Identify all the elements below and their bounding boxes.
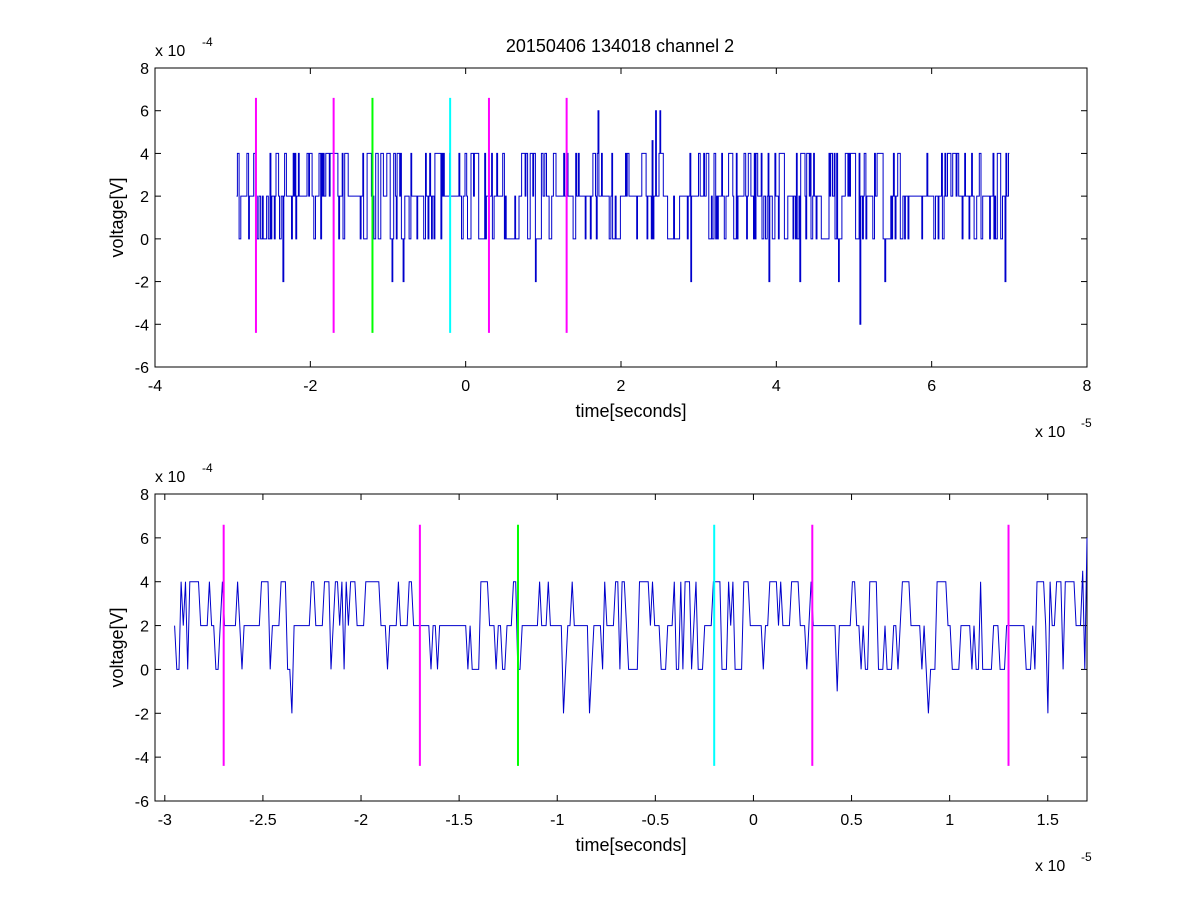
y-tick-label: -6	[135, 794, 149, 811]
x-tick-label: 8	[1083, 378, 1092, 395]
y-scale-exponent: -4	[202, 35, 213, 49]
x-scale-exponent: -5	[1081, 416, 1092, 430]
y-scale-exponent: -4	[202, 461, 213, 475]
y-axis-label: voltage[V]	[107, 607, 127, 687]
x-tick-label: -0.5	[642, 812, 670, 829]
x-scale-exponent: -5	[1081, 850, 1092, 864]
x-tick-label: -3	[158, 812, 172, 829]
x-tick-label: -2	[303, 378, 317, 395]
x-tick-label: 2	[617, 378, 626, 395]
y-scale-factor: x 10	[155, 469, 185, 486]
signal-trace	[174, 537, 1088, 714]
y-tick-label: -4	[135, 750, 149, 767]
y-tick-label: 8	[140, 487, 149, 504]
figure-title: 20150406 134018 channel 2	[506, 36, 734, 56]
y-tick-label: -4	[135, 317, 149, 334]
x-tick-label: 1	[945, 812, 954, 829]
y-tick-label: 4	[140, 146, 149, 163]
x-tick-label: 0	[749, 812, 758, 829]
y-tick-label: -6	[135, 360, 149, 377]
y-tick-label: 2	[140, 619, 149, 636]
subplot-1: -4 -2 0 2 4 6 8-6-4-202468time[seconds]voltage…	[107, 35, 1092, 441]
x-scale-factor: x 10	[1035, 858, 1065, 875]
x-tick-label: 4	[772, 378, 781, 395]
subplot-2: -3 -2.5 -2 -1.5 -1 -0.5 0 0.5 1 1.5 -6 -4 -2 0 2 4 6 8 tim…	[107, 461, 1092, 875]
x-axis-label: time[seconds]	[575, 835, 686, 855]
axes-box	[154, 493, 1088, 802]
x-tick-label: 1.5	[1037, 812, 1059, 829]
y-tick-label: -2	[135, 706, 149, 723]
y-tick-label: 2	[140, 189, 149, 206]
x-tick-label: -4	[148, 378, 162, 395]
x-tick-label: -1	[550, 812, 564, 829]
y-axis-label: voltage[V]	[107, 177, 127, 257]
y-tick-label: 0	[140, 232, 149, 249]
y-tick-label: 4	[140, 575, 149, 592]
plots-container: -4 -2 0 2 4 6 8-6-4-202468time[seconds]voltage…	[107, 35, 1092, 875]
x-scale-factor: x 10	[1035, 424, 1065, 441]
x-tick-label: 6	[927, 378, 936, 395]
y-tick-label: 6	[140, 531, 149, 548]
y-tick-label: 0	[140, 662, 149, 679]
signal-trace	[236, 110, 1010, 325]
y-scale-factor: x 10	[155, 43, 185, 60]
x-axis-label: time[seconds]	[575, 401, 686, 421]
y-tick-label: 6	[140, 104, 149, 121]
x-tick-label: -2.5	[249, 812, 277, 829]
x-tick-label: 0	[461, 378, 470, 395]
y-tick-label: 8	[140, 61, 149, 78]
y-tick-label: -2	[135, 275, 149, 292]
x-tick-label: -1.5	[445, 812, 473, 829]
x-tick-label: -2	[354, 812, 368, 829]
x-tick-label: 0.5	[840, 812, 862, 829]
